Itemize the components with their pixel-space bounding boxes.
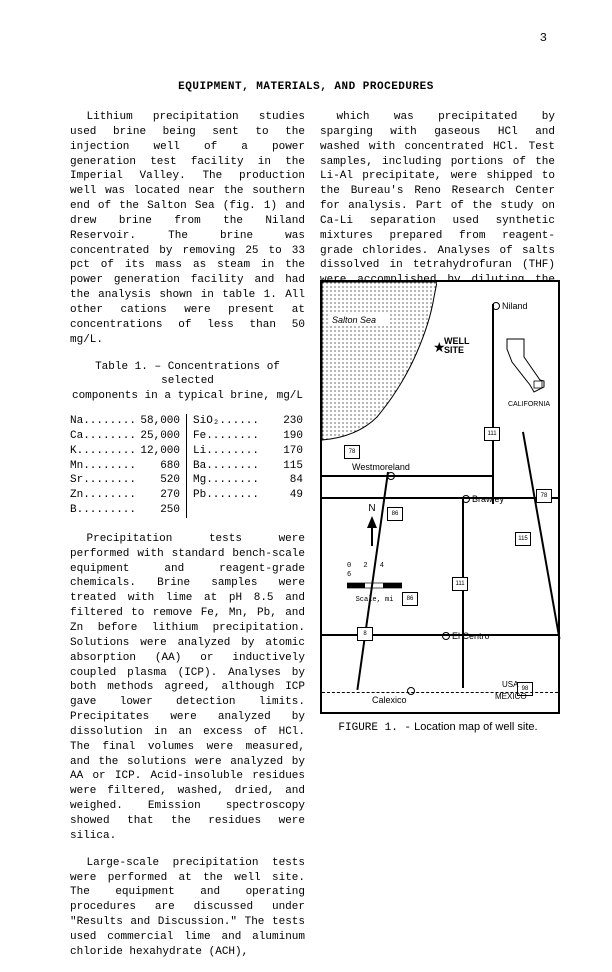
- scale-bar: 0 2 4 6 Scale, mi: [347, 562, 402, 592]
- table-value: 58,000: [130, 414, 180, 429]
- paragraph: Precipitation tests were performed with …: [70, 532, 305, 844]
- city-label-westmoreland: Westmoreland: [352, 461, 410, 473]
- table-value: 190: [253, 429, 303, 444]
- salton-sea-label: Salton Sea: [332, 314, 376, 326]
- table-caption: Table 1. – Concentrations of selected co…: [70, 360, 305, 405]
- city-dot: [407, 687, 415, 695]
- table-value: 12,000: [130, 444, 180, 459]
- table-caption-line: components in a typical brine, mg/L: [72, 390, 303, 402]
- figure-map: Salton Sea ★ WELLSITE CALIFORNIA Niland …: [320, 280, 560, 714]
- table-element-label: Ca........: [70, 429, 130, 444]
- table-element-label: Fe........: [193, 429, 253, 444]
- table-value: 250: [130, 503, 180, 518]
- figure-caption: FIGURE 1. - Location map of well site.: [320, 720, 556, 736]
- table-value: 49: [253, 488, 303, 503]
- table-element-label: Na........: [70, 414, 130, 429]
- figure-caption-text: Location map of well site.: [414, 721, 538, 733]
- table-value: 115: [253, 459, 303, 474]
- well-site-label: WELLSITE: [444, 337, 470, 356]
- table-value: 230: [253, 414, 303, 429]
- table-caption-line: Table 1. – Concentrations of selected: [95, 361, 280, 388]
- california-inset: [502, 337, 552, 397]
- table-value: 84: [253, 473, 303, 488]
- table-value: 680: [130, 459, 180, 474]
- route-shield: 86: [387, 507, 403, 521]
- section-title: EQUIPMENT, MATERIALS, AND PROCEDURES: [0, 80, 612, 95]
- city-label-brawley: Brawley: [472, 493, 504, 505]
- city-label-elcentro: El Centro: [452, 630, 490, 642]
- table-element-label: Pb........: [193, 488, 253, 503]
- route-shield: 78: [536, 489, 552, 503]
- north-label: N: [368, 503, 375, 514]
- table-value: 520: [130, 473, 180, 488]
- table-value: 170: [253, 444, 303, 459]
- table-element-label: Ba........: [193, 459, 253, 474]
- route-shield: 8: [357, 627, 373, 641]
- left-column: Lithium precipitation studies used brine…: [70, 110, 305, 972]
- route-shield: 111: [484, 427, 500, 441]
- table-element-label: Li........: [193, 444, 253, 459]
- north-arrow-icon: N: [362, 502, 382, 550]
- table-element-label: Mn........: [70, 459, 130, 474]
- usa-label: USA: [502, 680, 518, 691]
- road: [492, 304, 494, 504]
- paragraph: Large-scale precipitation tests were per…: [70, 856, 305, 960]
- city-label-calexico: Calexico: [372, 694, 407, 706]
- paragraph: Lithium precipitation studies used brine…: [70, 110, 305, 348]
- table-element-label: B.........: [70, 503, 130, 518]
- figure-number: FIGURE 1. -: [338, 722, 411, 734]
- salton-sea-shape: [322, 282, 437, 442]
- table-element-label: Mg........: [193, 473, 253, 488]
- road: [322, 475, 492, 477]
- scale-numbers: 0 2 4 6: [347, 562, 402, 581]
- table-value: 270: [130, 488, 180, 503]
- road: [322, 497, 558, 499]
- table-element-label: Sr........: [70, 473, 130, 488]
- city-label-niland: Niland: [502, 300, 528, 312]
- mexico-label: MEXICO: [495, 692, 527, 703]
- table-value: 25,000: [130, 429, 180, 444]
- road: [462, 498, 464, 688]
- table-element-label: Zn........: [70, 488, 130, 503]
- brine-table: Na........Ca........K.........Mn........…: [70, 414, 305, 518]
- route-shield: 115: [515, 532, 531, 546]
- table-element-label: K.........: [70, 444, 130, 459]
- route-shield: 86: [402, 592, 418, 606]
- california-label: CALIFORNIA: [508, 400, 550, 409]
- route-shield: 78: [344, 445, 360, 459]
- page-number: 3: [540, 30, 547, 46]
- table-element-label: SiO₂......: [193, 414, 253, 429]
- route-shield: 111: [452, 577, 468, 591]
- scale-label: Scale, mi: [347, 596, 402, 605]
